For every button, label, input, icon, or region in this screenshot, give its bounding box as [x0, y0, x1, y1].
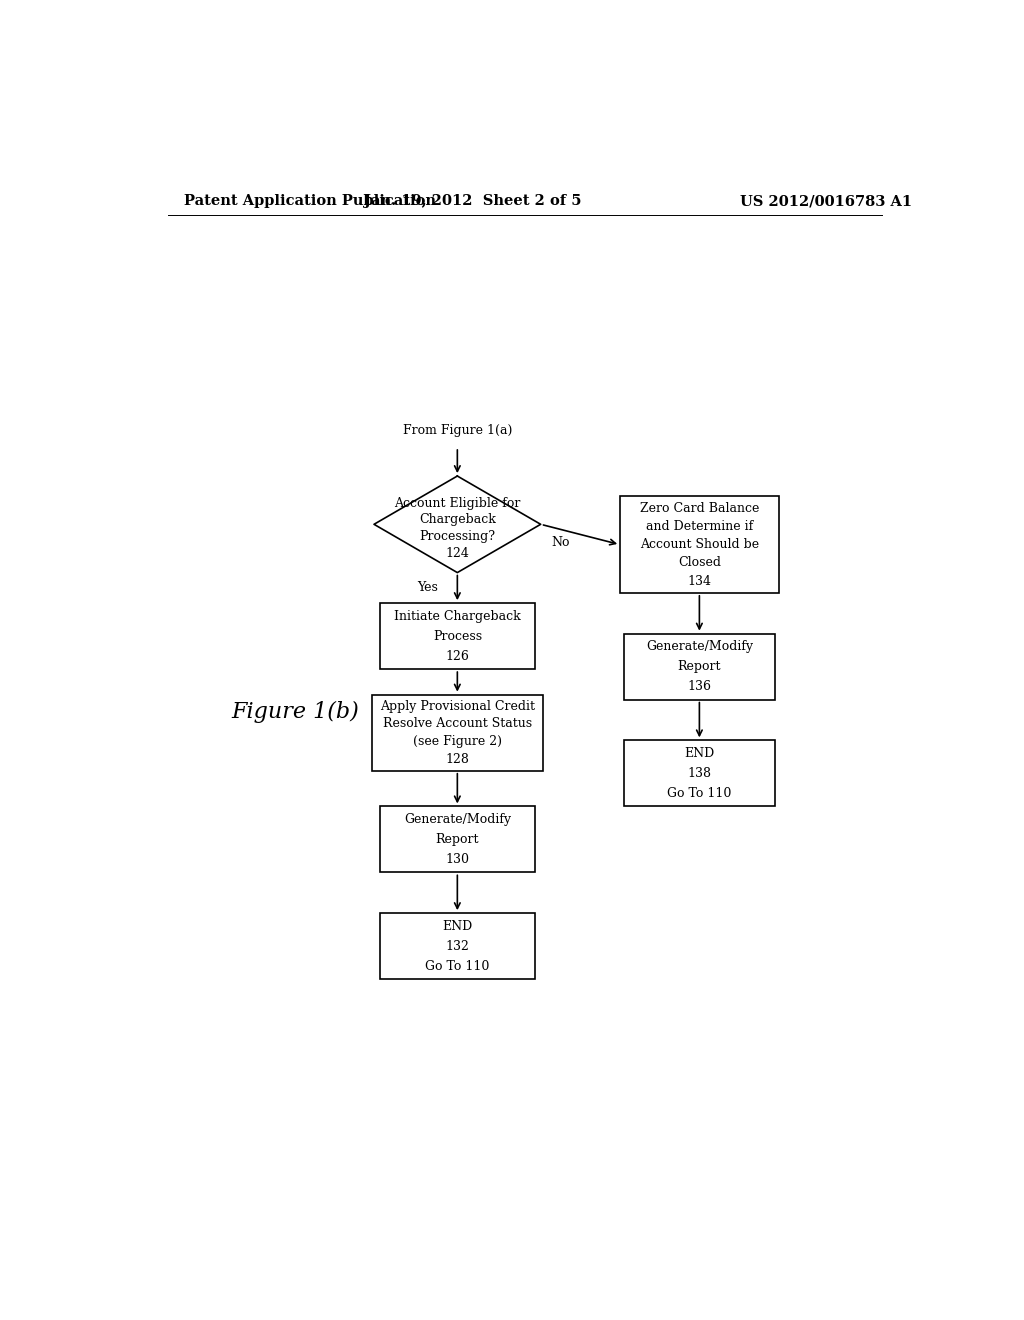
Text: END: END [684, 747, 715, 760]
Text: (see Figure 2): (see Figure 2) [413, 735, 502, 748]
Text: Chargeback: Chargeback [419, 513, 496, 527]
Bar [620, 496, 778, 593]
Text: US 2012/0016783 A1: US 2012/0016783 A1 [740, 194, 912, 209]
Bar [380, 913, 535, 979]
Text: Generate/Modify: Generate/Modify [646, 640, 753, 653]
Text: 130: 130 [445, 853, 469, 866]
Text: Processing?: Processing? [420, 531, 496, 544]
Text: 126: 126 [445, 649, 469, 663]
Text: 132: 132 [445, 940, 469, 953]
Text: No: No [551, 536, 569, 549]
Bar [372, 694, 543, 771]
Text: Go To 110: Go To 110 [668, 787, 731, 800]
Text: From Figure 1(a): From Figure 1(a) [402, 424, 512, 437]
Text: Account Eligible for: Account Eligible for [394, 496, 520, 510]
Text: Initiate Chargeback: Initiate Chargeback [394, 610, 521, 623]
Text: 124: 124 [445, 546, 469, 560]
Text: 136: 136 [687, 680, 712, 693]
Text: Closed: Closed [678, 556, 721, 569]
Text: and Determine if: and Determine if [646, 520, 753, 533]
Text: END: END [442, 920, 472, 933]
Bar [380, 807, 535, 873]
Bar [380, 603, 535, 669]
Text: Figure 1(b): Figure 1(b) [231, 701, 359, 723]
Text: Zero Card Balance: Zero Card Balance [640, 502, 759, 515]
Bar [624, 634, 775, 700]
Text: Yes: Yes [417, 581, 437, 594]
Text: Jan. 19, 2012  Sheet 2 of 5: Jan. 19, 2012 Sheet 2 of 5 [365, 194, 582, 209]
Text: 138: 138 [687, 767, 712, 780]
Bar [624, 741, 775, 807]
Text: Report: Report [435, 833, 479, 846]
Text: Patent Application Publication: Patent Application Publication [183, 194, 435, 209]
Text: 128: 128 [445, 752, 469, 766]
Text: Apply Provisional Credit: Apply Provisional Credit [380, 700, 535, 713]
Text: 134: 134 [687, 574, 712, 587]
Text: Generate/Modify: Generate/Modify [403, 813, 511, 826]
Text: Account Should be: Account Should be [640, 539, 759, 552]
Text: Process: Process [433, 630, 482, 643]
Text: Resolve Account Status: Resolve Account Status [383, 717, 531, 730]
Text: Report: Report [678, 660, 721, 673]
Text: Go To 110: Go To 110 [425, 960, 489, 973]
